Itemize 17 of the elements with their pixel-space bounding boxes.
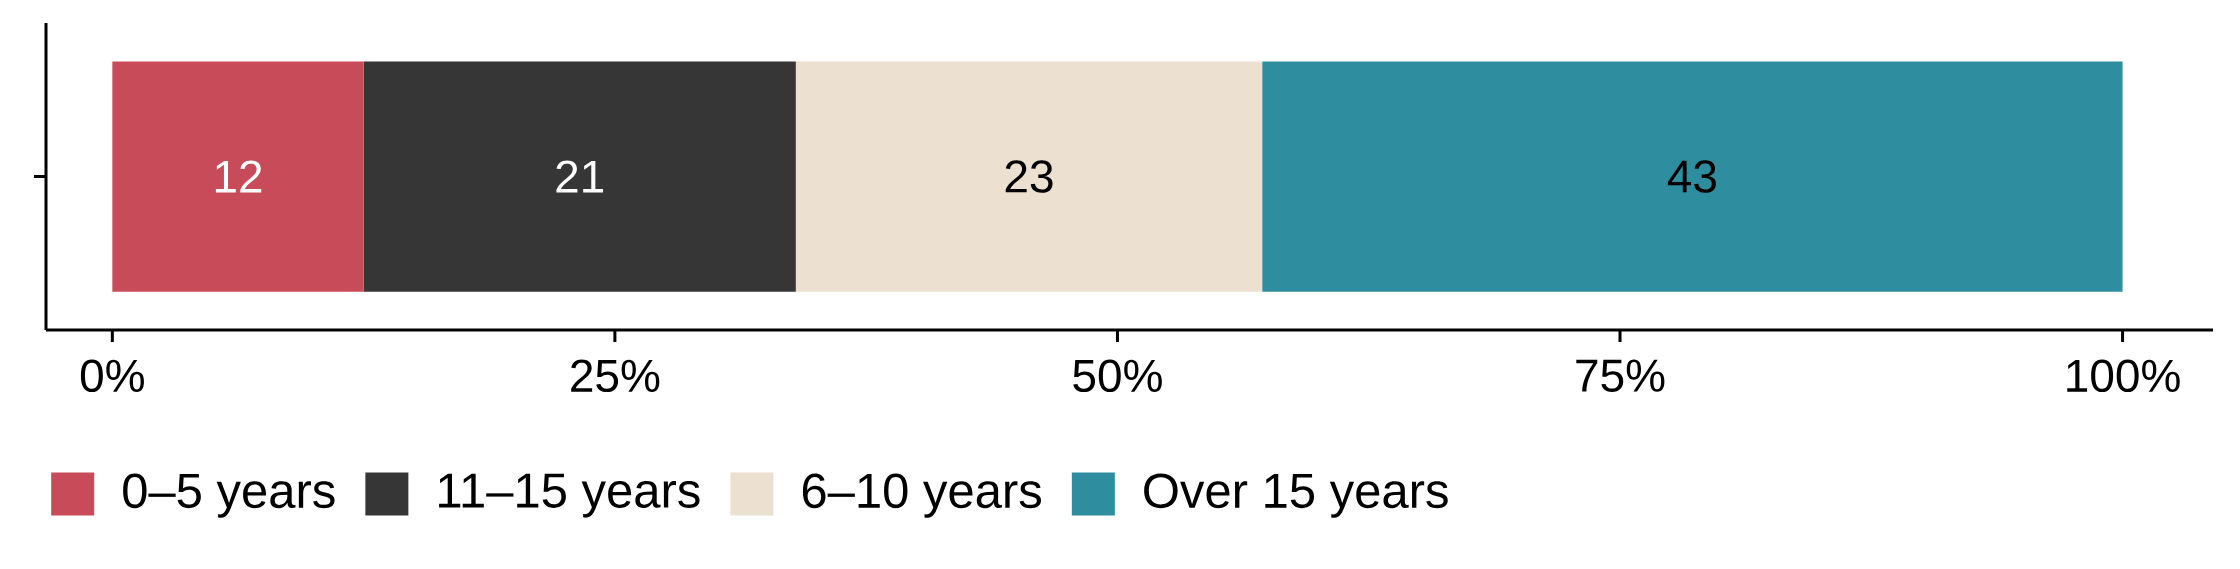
x-tick-label: 25% xyxy=(571,359,660,393)
x-tick-label: 75% xyxy=(1576,359,1665,392)
data-label: 23 xyxy=(1005,160,1053,193)
x-tick-label: 50% xyxy=(1073,359,1162,393)
bar xyxy=(1262,61,2123,292)
legend-label: 11–15 years xyxy=(439,473,700,518)
data-label: 12 xyxy=(215,160,262,193)
bar xyxy=(795,61,1263,292)
x-tick-label: 100% xyxy=(2067,359,2180,393)
legend-label: 0–5 years xyxy=(123,473,335,518)
data-label: 43 xyxy=(1667,160,1716,193)
bar xyxy=(363,61,796,292)
bar xyxy=(112,61,364,292)
legend-label: Over 15 years xyxy=(1144,473,1448,518)
legend-label: 6–10 years xyxy=(802,473,1041,518)
data-label: 21 xyxy=(556,160,604,193)
x-tick-label: 0% xyxy=(80,359,144,393)
